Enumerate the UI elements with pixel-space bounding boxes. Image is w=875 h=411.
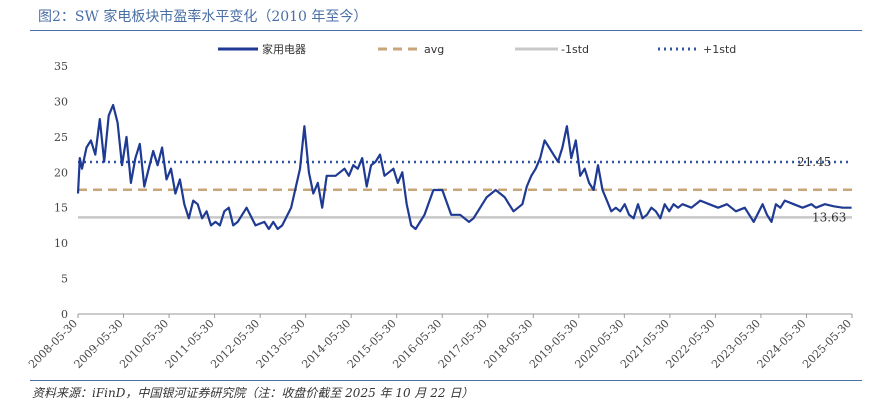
legend-label-series: 家用电器: [262, 42, 306, 56]
annotations: 21.45 13.63: [797, 155, 846, 224]
title-rule: [30, 30, 862, 31]
y-tick-label: 0: [61, 308, 68, 321]
chart-legend: 家用电器 avg -1std +1std: [218, 42, 736, 56]
series-group: [76, 103, 852, 231]
source-note: 资料来源：iFinD，中国银河证券研究院（注：收盘价截至 2025 年 10 月…: [32, 386, 474, 400]
figure-title: 图2：SW 家电板块市盈率水平变化（2010 年至今）: [38, 9, 368, 25]
series-line-jiayong-dianqi: [76, 103, 852, 231]
source-rule: [30, 380, 862, 381]
pe-ratio-chart: 家用电器 avg -1std +1std 051015202530352008-…: [26, 42, 854, 371]
chart-axes: 051015202530352008-05-302009-05-302010-0…: [26, 60, 854, 371]
y-tick-label: 25: [54, 131, 68, 144]
y-tick-label: 5: [61, 273, 68, 286]
reference-lines: [78, 160, 852, 219]
y-tick-label: 20: [54, 166, 68, 179]
legend-label-avg: avg: [424, 43, 444, 56]
y-tick-label: 30: [54, 95, 68, 108]
legend-label-plus1std: +1std: [703, 43, 736, 56]
y-tick-label: 35: [54, 60, 68, 73]
minus1std-value-label: 13.63: [812, 210, 846, 224]
plus1std-value-label: 21.45: [797, 155, 831, 169]
legend-label-minus1std: -1std: [561, 43, 589, 56]
y-tick-label: 10: [54, 237, 68, 250]
x-tick-label: 2025-05-30: [800, 317, 854, 371]
y-tick-label: 15: [54, 202, 68, 215]
